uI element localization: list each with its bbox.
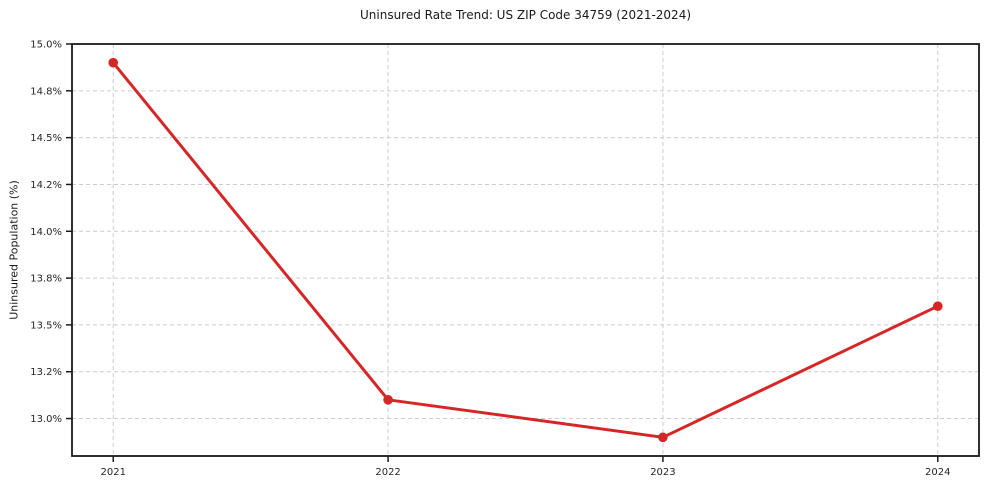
y-tick-label: 13.2% xyxy=(30,367,62,378)
x-tick-label: 2024 xyxy=(925,467,950,478)
y-tick-label: 15.0% xyxy=(30,40,62,51)
x-tick-label: 2021 xyxy=(101,467,126,478)
data-point-marker xyxy=(933,301,943,312)
plot-border xyxy=(71,43,980,457)
data-point-marker xyxy=(108,57,118,68)
y-tick-label: 13.8% xyxy=(30,274,62,285)
chart-title: Uninsured Rate Trend: US ZIP Code 34759 … xyxy=(359,8,692,22)
x-tick-label: 2022 xyxy=(375,467,400,478)
y-tick-label: 13.5% xyxy=(30,320,62,331)
data-point-marker xyxy=(383,395,393,405)
y-tick-label: 14.5% xyxy=(30,133,62,144)
y-tick-label: 14.8% xyxy=(30,86,62,97)
trend-line xyxy=(111,61,940,439)
data-point-marker xyxy=(658,432,668,443)
y-tick-label: 14.0% xyxy=(30,227,62,238)
y-tick-label: 13.0% xyxy=(30,414,62,425)
x-tick-label: 2023 xyxy=(650,467,675,478)
y-tick-label: 14.2% xyxy=(30,180,62,191)
